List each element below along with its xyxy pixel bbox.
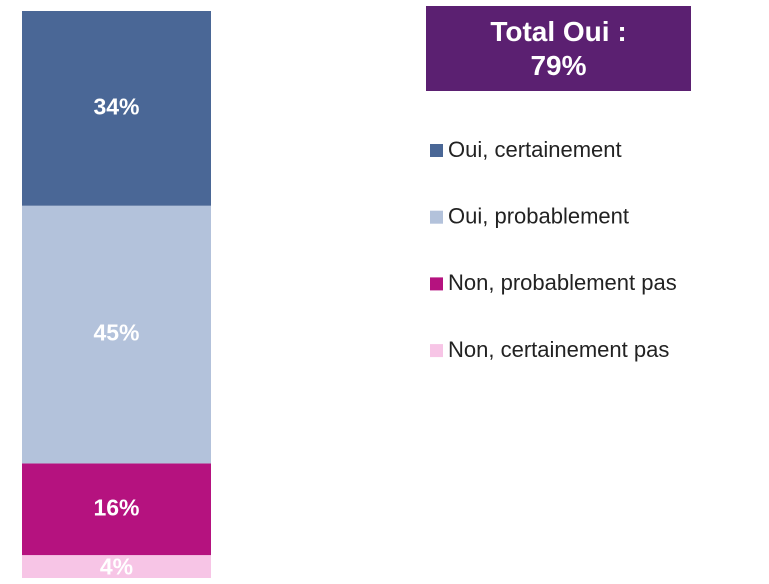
bar-segment [22,11,211,206]
legend-label: Oui, probablement [448,204,629,229]
total-annotation: Total Oui : 79% [426,6,691,91]
legend-label: Oui, certainement [448,137,622,162]
bar-segment [22,463,211,556]
bar-segment [22,205,211,464]
legend-swatch [430,277,443,291]
value-label: 34% [93,93,139,119]
legend-swatch [430,344,443,358]
value-label: 45% [93,320,139,346]
legend-label: Non, probablement pas [448,270,677,295]
value-label: 4% [100,554,133,580]
value-label: 16% [93,494,139,520]
legend-swatch [430,210,443,224]
bar-segment [22,555,211,578]
legend-swatch [430,144,443,157]
legend-label: Non, certainement pas [448,337,669,362]
